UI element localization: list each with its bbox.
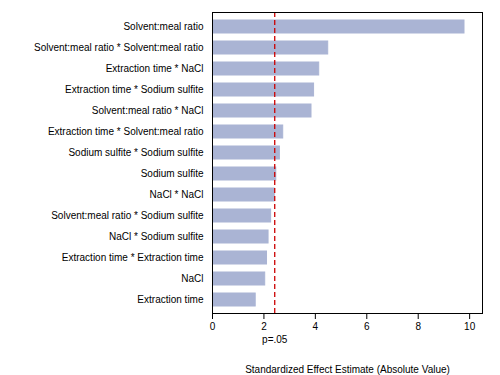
svg-text:p=.05: p=.05 xyxy=(262,334,288,345)
svg-text:10: 10 xyxy=(464,321,476,332)
svg-text:0: 0 xyxy=(210,321,216,332)
svg-text:8: 8 xyxy=(415,321,421,332)
svg-text:NaCl: NaCl xyxy=(181,273,203,284)
svg-text:2: 2 xyxy=(261,321,267,332)
svg-text:Extraction time * Sodium sulfi: Extraction time * Sodium sulfite xyxy=(65,84,204,95)
svg-text:Extraction time * Extraction t: Extraction time * Extraction time xyxy=(62,252,204,263)
svg-text:Sodium sulfite: Sodium sulfite xyxy=(141,168,204,179)
svg-text:NaCl * NaCl: NaCl * NaCl xyxy=(150,189,204,200)
svg-text:4: 4 xyxy=(313,321,319,332)
svg-text:Extraction time * NaCl: Extraction time * NaCl xyxy=(106,63,204,74)
svg-text:Solvent:meal ratio * NaCl: Solvent:meal ratio * NaCl xyxy=(92,105,204,116)
svg-text:Standardized Effect Estimate (: Standardized Effect Estimate (Absolute V… xyxy=(245,364,450,375)
svg-text:Solvent:meal ratio: Solvent:meal ratio xyxy=(123,21,203,32)
svg-text:6: 6 xyxy=(364,321,370,332)
svg-text:Extraction time * Solvent:meal: Extraction time * Solvent:meal ratio xyxy=(48,126,204,137)
svg-text:NaCl * Sodium sulfite: NaCl * Sodium sulfite xyxy=(109,231,204,242)
svg-text:Sodium sulfite * Sodium sulfit: Sodium sulfite * Sodium sulfite xyxy=(68,147,204,158)
svg-text:Solvent:meal ratio * Sodium su: Solvent:meal ratio * Sodium sulfite xyxy=(51,210,204,221)
svg-text:Extraction time: Extraction time xyxy=(137,294,204,305)
svg-text:Solvent:meal ratio * Solvent:m: Solvent:meal ratio * Solvent:meal ratio xyxy=(34,42,204,53)
